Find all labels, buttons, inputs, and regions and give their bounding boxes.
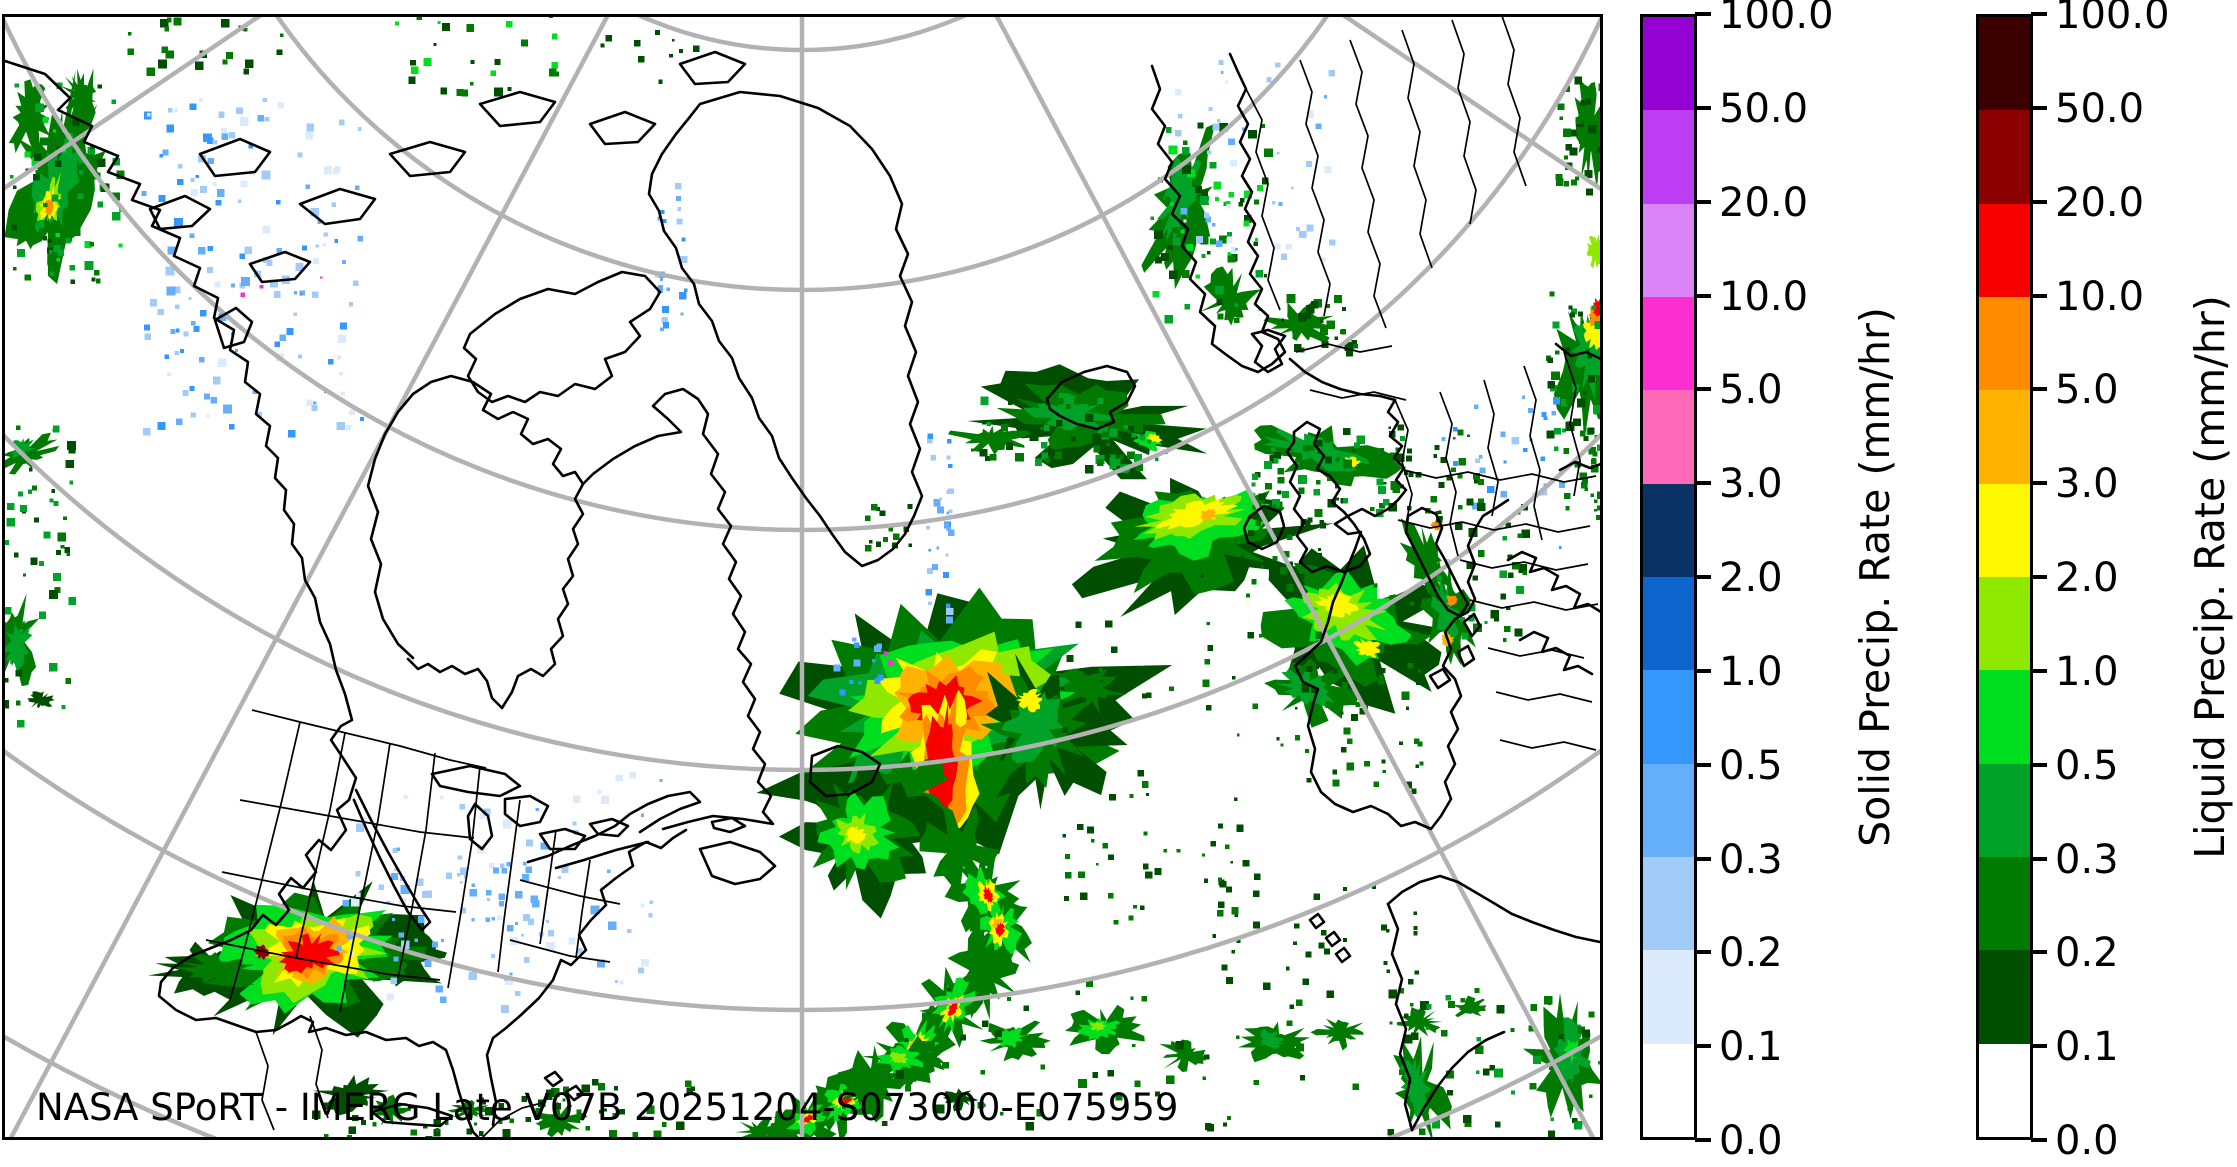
colorbar-tick bbox=[1695, 199, 1711, 204]
colorbar-tick-label: 50.0 bbox=[1719, 85, 1809, 132]
precip-map bbox=[2, 14, 1603, 1140]
colorbar-segment bbox=[1979, 670, 2030, 764]
colorbar-tick-label: 0.3 bbox=[2055, 836, 2119, 883]
colorbar-tick-label: 10.0 bbox=[2055, 273, 2145, 320]
colorbar-tick bbox=[2031, 105, 2047, 110]
admin-borders-layer bbox=[205, 15, 1599, 1140]
colorbar-tick bbox=[1695, 668, 1711, 673]
colorbar-tick-label: 20.0 bbox=[1719, 179, 1809, 226]
colorbar-tick bbox=[2031, 950, 2047, 955]
colorbar-segment bbox=[1643, 203, 1694, 297]
colorbar-tick-label: 2.0 bbox=[1719, 554, 1783, 601]
precip-speckle-layer bbox=[2, 14, 1603, 1140]
colorbar-tick bbox=[2031, 856, 2047, 861]
colorbar-tick-label: 1.0 bbox=[2055, 648, 2119, 695]
colorbar-segment bbox=[1643, 950, 1694, 1044]
liquid-colorbar bbox=[1976, 14, 2033, 1140]
colorbar-tick bbox=[2031, 668, 2047, 673]
solid-colorbar-title: Solid Precip. Rate (mm/hr) bbox=[1851, 307, 1899, 847]
graticule-layer bbox=[2, 14, 1603, 1140]
colorbar-segment bbox=[1643, 763, 1694, 857]
colorbar-tick-label: 0.2 bbox=[2055, 930, 2119, 977]
colorbar-segment bbox=[1979, 203, 2030, 297]
colorbar-tick bbox=[2031, 387, 2047, 392]
colorbar-tick-label: 0.0 bbox=[1719, 1117, 1783, 1164]
colorbar-segment bbox=[1643, 670, 1694, 764]
colorbar-segment bbox=[1643, 856, 1694, 951]
colorbar-tick bbox=[1695, 481, 1711, 486]
colorbar-tick bbox=[2031, 575, 2047, 579]
colorbar-tick bbox=[1695, 762, 1711, 767]
colorbar-tick-label: 100.0 bbox=[2055, 0, 2170, 38]
colorbar-tick-label: 5.0 bbox=[1719, 367, 1783, 414]
colorbar-tick bbox=[1695, 387, 1711, 392]
colorbar-tick-label: 0.3 bbox=[1719, 836, 1783, 883]
colorbar-tick-label: 20.0 bbox=[2055, 179, 2145, 226]
colorbar-segment bbox=[1979, 110, 2030, 204]
colorbar-tick bbox=[2031, 199, 2047, 204]
colorbar-segment bbox=[1979, 296, 2030, 391]
colorbar-tick bbox=[1695, 12, 1711, 16]
colorbar-tick-label: 2.0 bbox=[2055, 554, 2119, 601]
colorbar-tick bbox=[2031, 1138, 2047, 1142]
colorbar-tick-label: 3.0 bbox=[2055, 461, 2119, 508]
colorbar-tick-label: 3.0 bbox=[1719, 461, 1783, 508]
colorbar-tick bbox=[1695, 856, 1711, 861]
colorbar-segment bbox=[1643, 576, 1694, 671]
colorbar-segment bbox=[1643, 1043, 1694, 1137]
colorbar-tick-label: 0.2 bbox=[1719, 930, 1783, 977]
colorbar-tick bbox=[2031, 481, 2047, 486]
colorbar-tick-label: 5.0 bbox=[2055, 367, 2119, 414]
map-frame bbox=[2, 14, 1603, 1140]
solid-colorbar bbox=[1640, 14, 1697, 1140]
colorbar-tick-label: 1.0 bbox=[1719, 648, 1783, 695]
colorbar-tick-label: 50.0 bbox=[2055, 85, 2145, 132]
product-annotation: NASA SPoRT - IMERG Late V07B 20251204-S0… bbox=[36, 1086, 1179, 1129]
colorbar-segment bbox=[1979, 17, 2030, 111]
colorbar-segment bbox=[1643, 296, 1694, 391]
colorbar-tick bbox=[2031, 1044, 2047, 1049]
colorbar-segment bbox=[1979, 483, 2030, 577]
colorbar-tick-label: 0.1 bbox=[2055, 1024, 2119, 1071]
colorbar-tick bbox=[1695, 1138, 1711, 1142]
colorbar-tick bbox=[2031, 12, 2047, 16]
colorbar-segment bbox=[1643, 110, 1694, 204]
colorbar-tick bbox=[1695, 105, 1711, 110]
colorbar-tick-label: 100.0 bbox=[1719, 0, 1834, 38]
colorbar-segment bbox=[1643, 483, 1694, 577]
colorbar-segment bbox=[1979, 856, 2030, 951]
colorbar-segment bbox=[1979, 950, 2030, 1044]
coastline-layer bbox=[2, 50, 1603, 1140]
colorbar-segment bbox=[1979, 763, 2030, 857]
colorbar-tick bbox=[2031, 293, 2047, 298]
colorbar-tick-label: 0.5 bbox=[2055, 742, 2119, 789]
liquid-colorbar-title: Liquid Precip. Rate (mm/hr) bbox=[2186, 295, 2234, 859]
colorbar-tick-label: 0.0 bbox=[2055, 1117, 2119, 1164]
colorbar-tick bbox=[2031, 762, 2047, 767]
colorbar-tick bbox=[1695, 293, 1711, 298]
colorbar-tick bbox=[1695, 1044, 1711, 1049]
colorbar-segment bbox=[1979, 390, 2030, 484]
colorbar-tick bbox=[1695, 950, 1711, 955]
colorbar-tick-label: 0.1 bbox=[1719, 1024, 1783, 1071]
colorbar-segment bbox=[1643, 390, 1694, 484]
colorbar-segment bbox=[1979, 1043, 2030, 1137]
colorbar-segment bbox=[1979, 576, 2030, 671]
colorbar-tick bbox=[1695, 575, 1711, 579]
colorbar-tick-label: 10.0 bbox=[1719, 273, 1809, 320]
colorbar-tick-label: 0.5 bbox=[1719, 742, 1783, 789]
colorbar-segment bbox=[1643, 17, 1694, 111]
